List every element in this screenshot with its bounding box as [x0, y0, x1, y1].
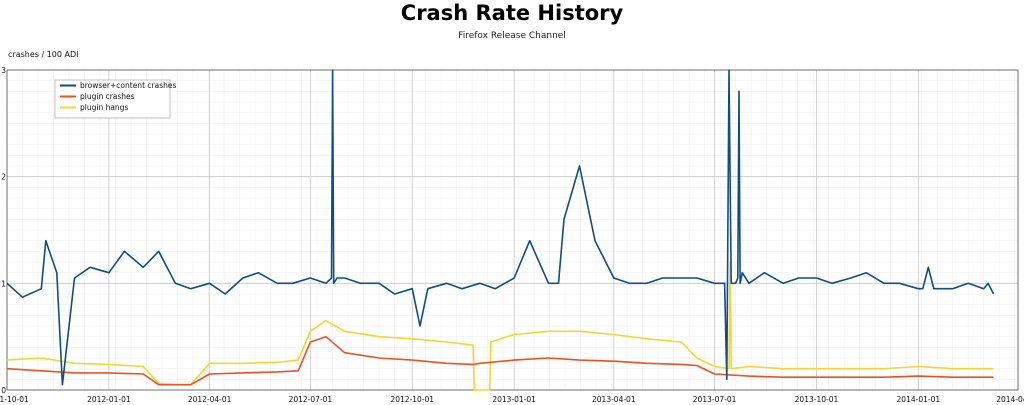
x-tick-label: 2014-01-01: [897, 395, 941, 404]
chart-title: Crash Rate History: [400, 1, 624, 25]
series-line-browser-content-crashes: [6, 69, 995, 386]
x-tick-label: 2012-01-01: [87, 395, 131, 404]
y-axis-label: crashes / 100 ADI: [8, 50, 79, 59]
x-tick-label: 2014-04-01: [996, 395, 1024, 404]
x-tick-label: 2012-07-01: [289, 395, 333, 404]
x-tick-label: 2013-10-01: [795, 395, 839, 404]
x-tick-label: 2013-04-01: [592, 395, 636, 404]
legend-label: plugin hangs: [80, 103, 128, 112]
y-tick-label: 1: [1, 279, 6, 288]
plot-frame: [6, 69, 1019, 391]
chart-subtitle: Firefox Release Channel: [458, 31, 566, 41]
x-tick-label: 2012-04-01: [188, 395, 232, 404]
x-tick-label: 2013-01-01: [492, 395, 536, 404]
legend-label: browser+content crashes: [80, 81, 176, 90]
y-tick-label: 3: [1, 66, 6, 75]
series-group: [6, 69, 995, 391]
legend: browser+content crashes plugin crashes plu…: [54, 79, 176, 119]
x-axis: 2011-10-01 2012-01-01 2012-04-01 2012-07-01…: [0, 395, 1024, 404]
y-tick-label: 0: [1, 386, 6, 395]
series-line-plugin-crashes: [6, 335, 994, 386]
x-tick-label: 2013-07-01: [693, 395, 737, 404]
legend-label: plugin crashes: [80, 92, 135, 101]
x-tick-label: 2011-10-01: [0, 395, 29, 404]
y-axis: 0 1 2 3: [1, 66, 6, 395]
y-tick-label: 2: [1, 173, 6, 182]
x-tick-label: 2012-10-01: [390, 395, 434, 404]
